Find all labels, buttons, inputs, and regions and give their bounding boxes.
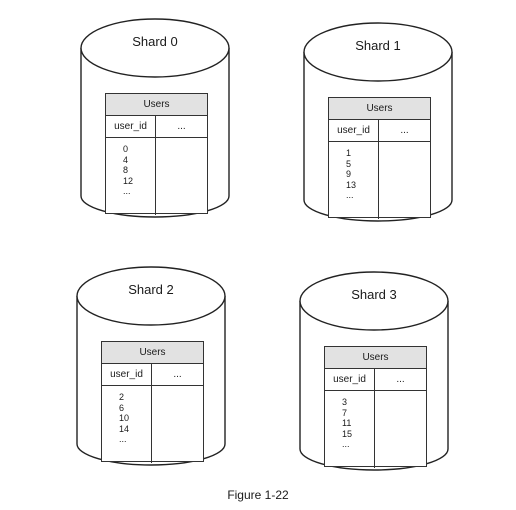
column-headers: user_id ... bbox=[102, 364, 203, 386]
shard-title: Shard 2 bbox=[128, 282, 174, 297]
user-id-value: 8 bbox=[123, 165, 129, 175]
shard-cylinder-0: Shard 0 Users user_id ... 0 4 8 12 ... bbox=[80, 18, 230, 218]
user-id-value: 10 bbox=[119, 413, 130, 423]
user-id-column: 0 4 8 12 ... bbox=[106, 138, 156, 215]
user-id-value: 6 bbox=[119, 402, 125, 413]
user-id-value: 3 bbox=[342, 397, 348, 407]
users-table: Users user_id ... 3 7 11 15 ... bbox=[324, 346, 427, 468]
user-id-value: ... bbox=[342, 439, 350, 449]
other-columns bbox=[379, 142, 430, 219]
figure-caption: Figure 1-22 bbox=[227, 488, 289, 502]
table-body: 0 4 8 12 ... bbox=[106, 138, 207, 215]
other-columns bbox=[375, 391, 426, 468]
column-header-more: ... bbox=[400, 125, 409, 136]
column-header-more: ... bbox=[177, 121, 186, 132]
shard-title: Shard 1 bbox=[355, 38, 401, 53]
shard-cylinder-1: Shard 1 Users user_id ... 1 5 9 13 ... bbox=[303, 22, 453, 222]
user-id-value: ... bbox=[346, 190, 354, 200]
users-table: Users user_id ... 2 6 10 14 ... bbox=[101, 341, 204, 463]
column-header-user-id: user_id bbox=[325, 369, 375, 390]
users-table: Users user_id ... 1 5 9 13 ... bbox=[328, 97, 431, 219]
user-id-column: 1 5 9 13 ... bbox=[329, 142, 379, 219]
column-headers: user_id ... bbox=[325, 369, 426, 391]
column-headers: user_id ... bbox=[329, 120, 430, 142]
table-name: Users bbox=[329, 98, 430, 120]
column-header-more: ... bbox=[173, 369, 182, 380]
table-name: Users bbox=[106, 94, 207, 116]
table-body: 1 5 9 13 ... bbox=[329, 142, 430, 219]
shard-title: Shard 0 bbox=[132, 34, 178, 49]
column-header-user-id: user_id bbox=[329, 120, 379, 141]
user-id-value: 1 bbox=[346, 148, 352, 158]
table-body: 3 7 11 15 ... bbox=[325, 391, 426, 468]
shard-cylinder-2: Shard 2 Users user_id ... 2 6 10 14 ... bbox=[76, 266, 226, 466]
shard-title: Shard 3 bbox=[351, 287, 397, 302]
table-body: 2 6 10 14 ... bbox=[102, 386, 203, 463]
table-name: Users bbox=[325, 347, 426, 369]
other-columns bbox=[156, 138, 207, 215]
column-header-more: ... bbox=[396, 374, 405, 385]
user-id-value: 15 bbox=[342, 428, 353, 439]
column-headers: user_id ... bbox=[106, 116, 207, 138]
user-id-value: ... bbox=[119, 434, 127, 444]
other-columns bbox=[152, 386, 203, 463]
shard-cylinder-3: Shard 3 Users user_id ... 3 7 11 15 ... bbox=[299, 271, 449, 471]
user-id-column: 3 7 11 15 ... bbox=[325, 391, 375, 468]
user-id-value: 7 bbox=[342, 407, 348, 418]
user-id-value: 0 bbox=[123, 144, 129, 154]
user-id-value: 12 bbox=[123, 175, 134, 186]
user-id-value: 9 bbox=[346, 169, 352, 179]
user-id-column: 2 6 10 14 ... bbox=[102, 386, 152, 463]
user-id-value: 11 bbox=[342, 418, 352, 428]
user-id-value: 2 bbox=[119, 392, 125, 402]
user-id-value: ... bbox=[123, 186, 131, 196]
column-header-user-id: user_id bbox=[106, 116, 156, 137]
user-id-value: 13 bbox=[346, 179, 357, 190]
user-id-value: 14 bbox=[119, 423, 130, 434]
users-table: Users user_id ... 0 4 8 12 ... bbox=[105, 93, 208, 215]
user-id-value: 5 bbox=[346, 158, 352, 169]
table-name: Users bbox=[102, 342, 203, 364]
user-id-value: 4 bbox=[123, 154, 129, 165]
column-header-user-id: user_id bbox=[102, 364, 152, 385]
